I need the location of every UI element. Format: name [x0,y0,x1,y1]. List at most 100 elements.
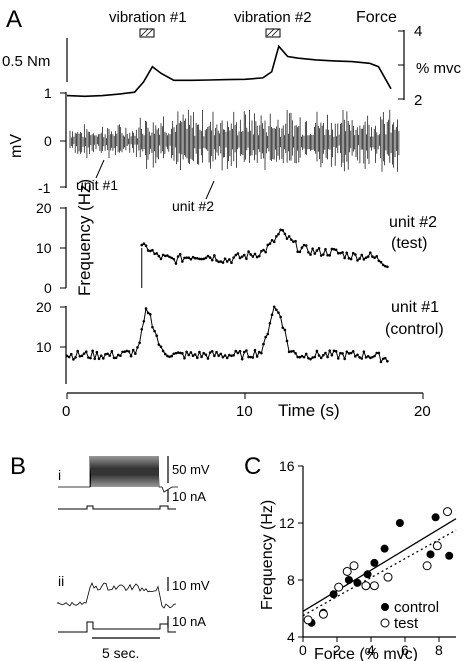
frequency-point [200,257,203,261]
frequency-point [245,349,248,352]
force-label: Force [356,9,397,26]
time-tick: 20 [414,403,431,420]
freq-tick: 10 [36,240,52,256]
frequency-point [106,352,109,356]
vibration-2-marker [265,28,281,38]
frequency-point [341,251,344,254]
frequency-point [364,256,368,259]
frequency-point [230,261,233,265]
frequency-point [204,353,208,356]
frequency-point [334,248,338,252]
frequency-point [195,256,199,260]
frequency-point [343,256,346,260]
frequency-point [302,355,306,359]
frequency-point [317,247,321,250]
frequency-point [277,311,280,315]
frequency-point [375,351,379,355]
frequency-point [195,356,199,360]
frequency-point [360,253,364,257]
unit-2-pointer [205,180,215,200]
frequency-point [140,327,144,331]
frequency-point [379,260,383,264]
frequency-point [187,353,191,357]
frequency-point [183,356,186,360]
frequency-point [292,240,295,244]
control-point [445,551,454,560]
force-tick: 4 [414,23,422,40]
frequency-point [319,356,323,360]
frequency-point [364,356,368,359]
frequency-point [304,352,308,356]
test-point [422,561,432,571]
c-ylabel: Frequency (Hz) [259,500,276,610]
frequency-point [198,257,201,261]
frequency-point [236,351,240,355]
control-fit-line [302,518,457,612]
force-axis-label: % mvc [416,60,462,77]
frequency-point [210,349,214,353]
frequency-point [80,354,84,358]
frequency-point [311,247,314,250]
scale-10na-1: 10 nA [172,489,206,504]
frequency-point [238,349,242,353]
frequency-point [322,353,325,357]
test-point [432,541,442,551]
frequency-point [166,254,169,257]
panel-label-c: C [244,453,261,480]
frequency-point [144,307,148,310]
frequency-point [157,343,161,346]
frequency-point [208,351,212,354]
frequency-point [157,254,161,258]
frequency-point [217,354,220,357]
frequency-point [324,351,327,355]
frequency-point [275,308,278,312]
frequency-point [225,260,229,263]
frequency-point [386,265,389,269]
test-point [361,581,371,591]
frequency-point [223,257,227,261]
frequency-point [166,354,169,358]
frequency-point [142,242,146,246]
panel-label-a: A [6,6,22,33]
scatter-legend: control test [380,599,439,632]
frequency-point [176,351,180,354]
frequency-point [315,249,319,252]
b-ii-current-trace [58,621,176,633]
control-point [431,513,440,522]
frequency-point [313,252,317,255]
nm-scale-label: 0.5 Nm [2,53,50,70]
frequency-point [266,332,270,336]
frequency-point [322,253,325,256]
frequency-point [253,348,257,352]
frequency-point [247,250,250,253]
frequency-point [319,254,323,257]
frequency-point [104,353,107,356]
emg-axis [60,92,67,188]
frequency-point [110,349,114,353]
frequency-point [287,350,291,354]
frequency-point [332,349,336,353]
frequency-point [354,355,357,358]
scatter-points [303,507,454,627]
frequency-point [123,350,126,354]
frequency-point [119,354,122,358]
control-point [426,550,435,559]
control-point [370,558,379,567]
frequency-point [153,329,156,333]
frequency-point [185,350,188,354]
unit-1-pointer [95,159,105,179]
frequency-point [300,354,304,358]
y-tick-label: 8 [287,572,295,588]
frequency-point [356,353,359,357]
frequency-point [315,349,319,353]
frequency-point [176,255,180,258]
y-tick-label: 4 [287,629,295,645]
frequency-point [151,325,154,329]
frequency-point [221,355,225,359]
c-xlabel: Force (% mvc) [314,646,418,661]
frequency-point [215,350,218,354]
frequency-point [304,244,308,247]
emg-tick: 0 [44,133,52,149]
frequency-point [354,253,357,256]
frequency-point [298,355,302,359]
